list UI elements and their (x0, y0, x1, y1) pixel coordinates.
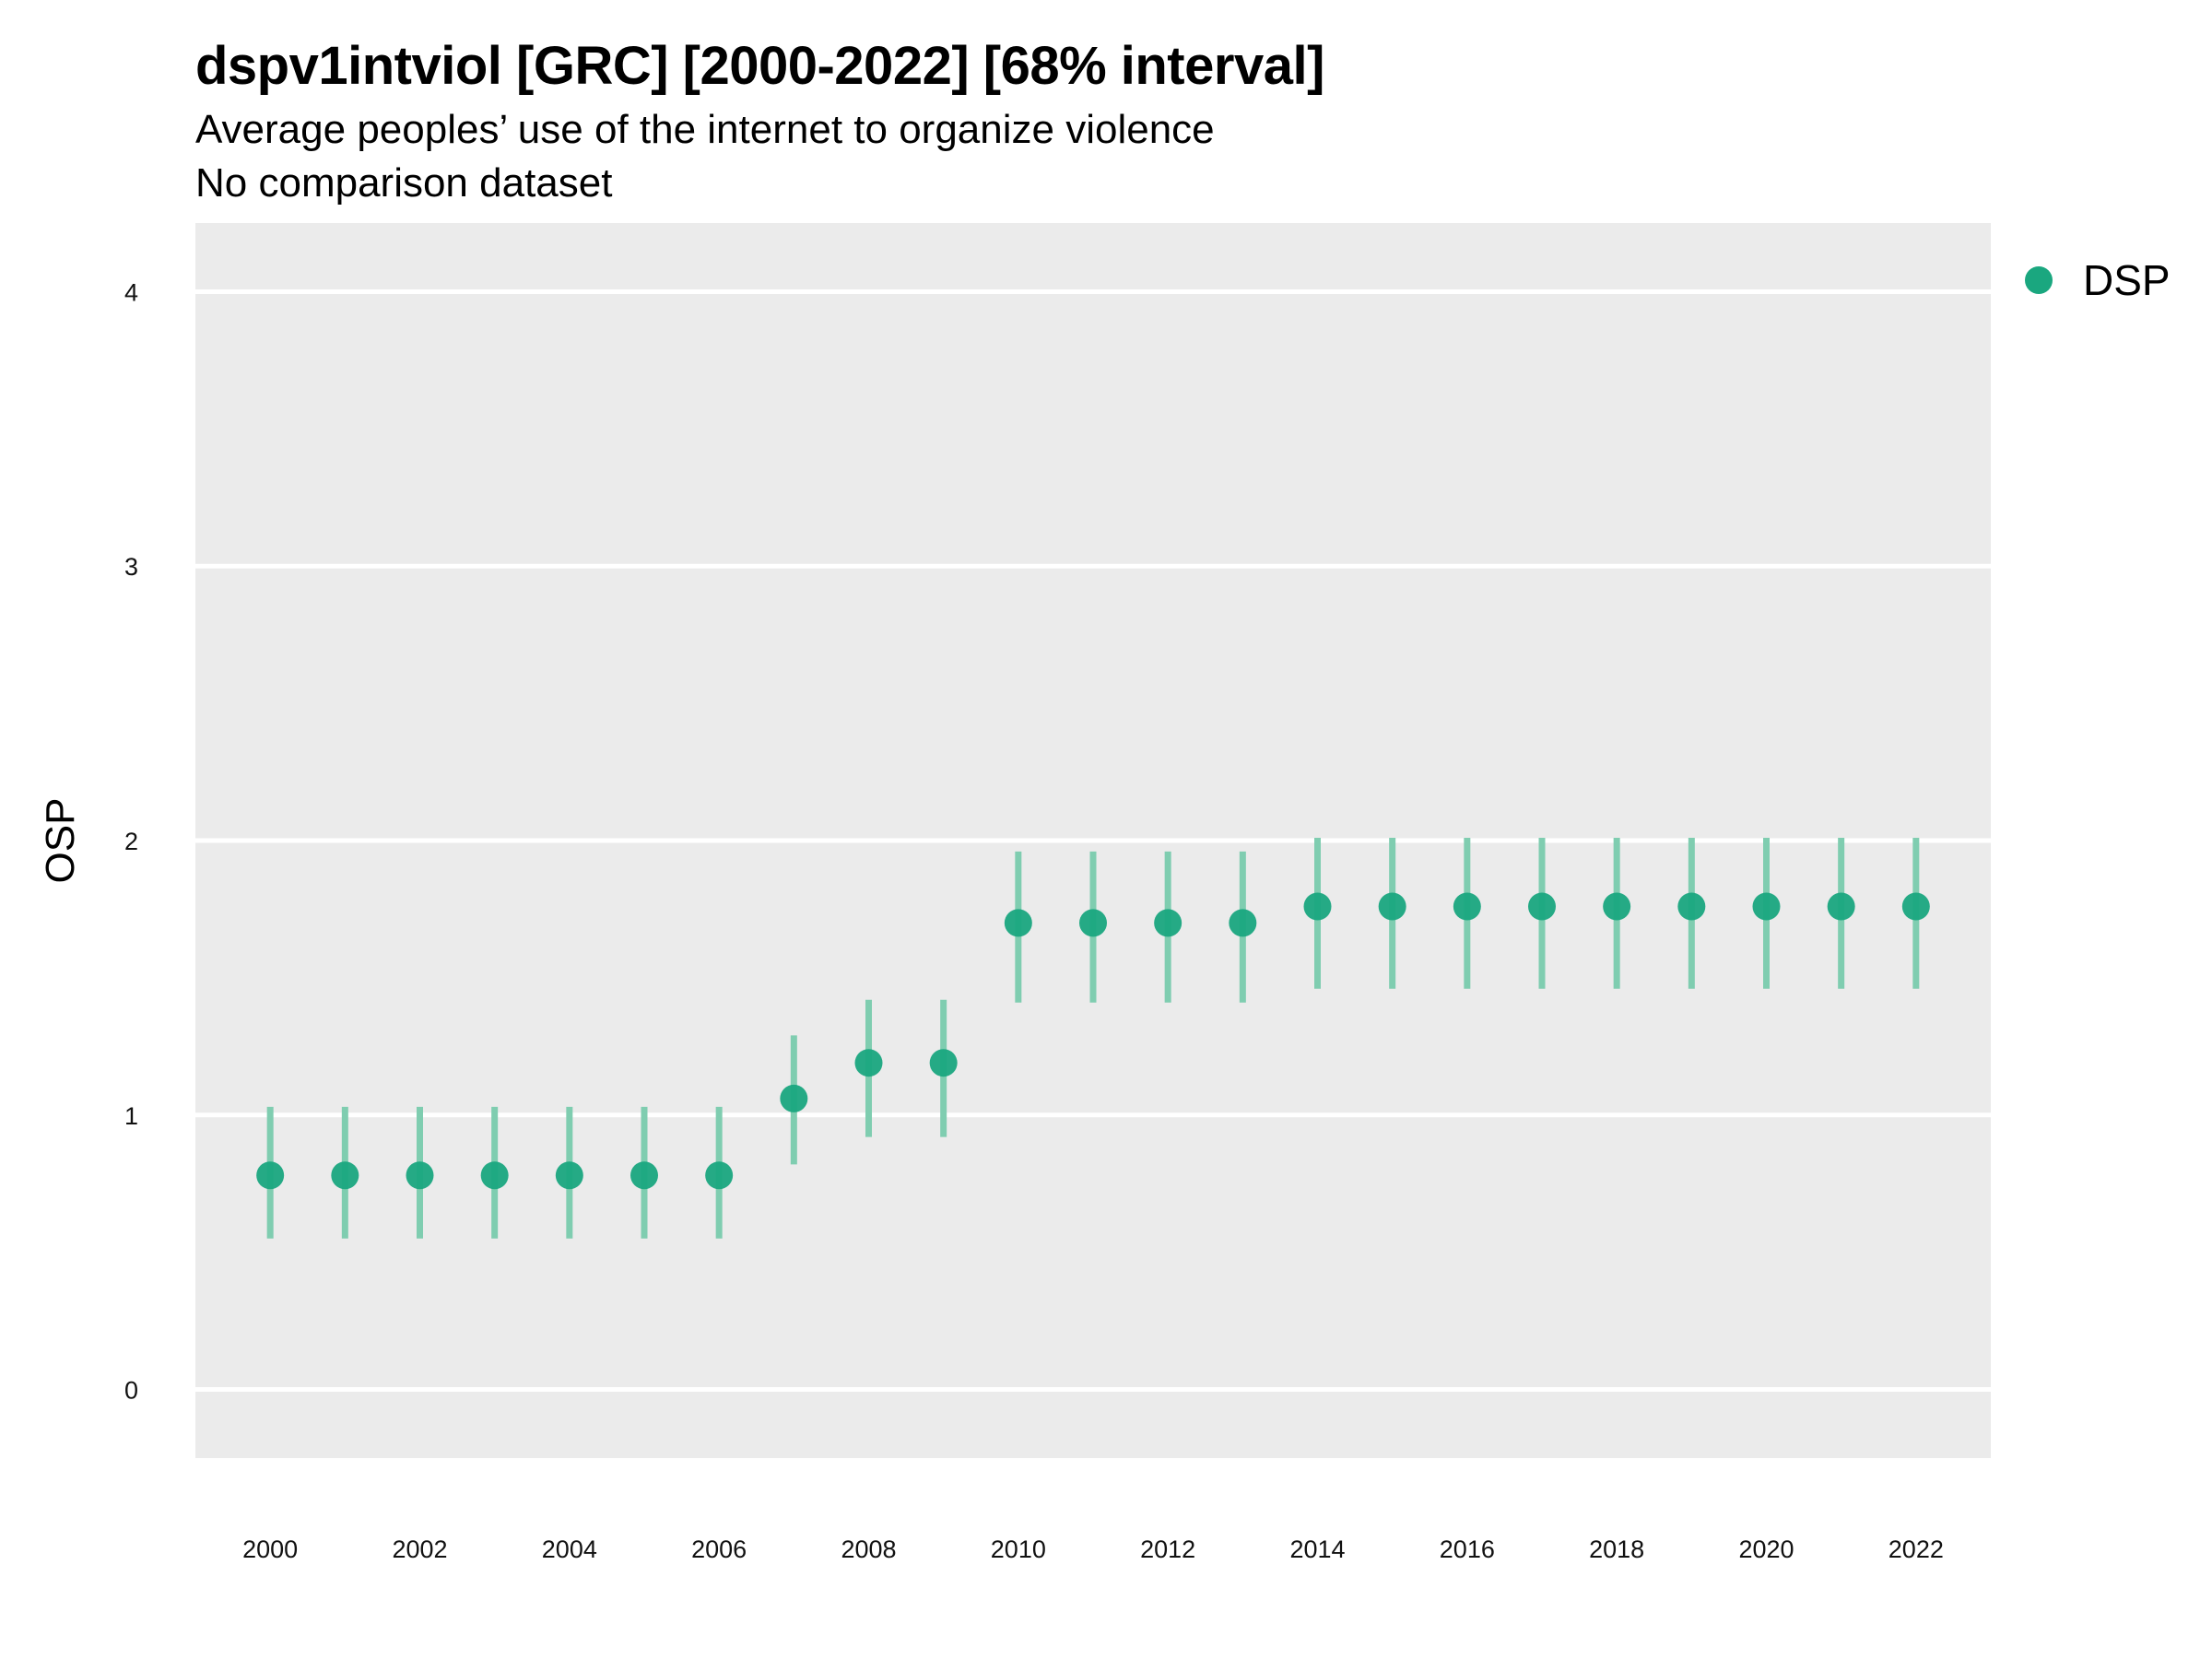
chart-subtitle: Average peoples’ use of the internet to … (195, 107, 1215, 152)
x-tick-label: 2000 (242, 1535, 298, 1563)
y-tick-label: 0 (124, 1377, 138, 1405)
data-point[interactable] (1603, 892, 1631, 921)
data-point[interactable] (1528, 892, 1556, 921)
y-tick-label: 4 (124, 278, 138, 306)
y-tick-label: 1 (124, 1102, 138, 1130)
data-point[interactable] (406, 1161, 434, 1190)
x-tick-label: 2008 (841, 1535, 896, 1563)
x-tick-label: 2022 (1888, 1535, 1944, 1563)
x-tick-label: 2004 (542, 1535, 597, 1563)
data-point[interactable] (780, 1084, 808, 1112)
data-points (256, 892, 1930, 1190)
data-point[interactable] (1154, 909, 1182, 937)
data-point[interactable] (1752, 892, 1781, 921)
x-axis-ticks: 2000 2002 2004 2006 2008 2010 2012 2014 2016 2018… (242, 1535, 1944, 1563)
data-point[interactable] (331, 1161, 359, 1190)
data-point[interactable] (1004, 909, 1032, 937)
data-point[interactable] (630, 1161, 658, 1190)
data-point[interactable] (1677, 892, 1706, 921)
x-tick-label: 2018 (1589, 1535, 1644, 1563)
y-axis-title: OSP (38, 798, 83, 884)
data-point[interactable] (854, 1049, 883, 1077)
chart-caption: No comparison dataset (195, 160, 613, 206)
data-point[interactable] (1827, 892, 1855, 921)
x-tick-label: 2002 (392, 1535, 447, 1563)
x-tick-label: 2014 (1289, 1535, 1345, 1563)
x-tick-label: 2010 (991, 1535, 1046, 1563)
data-point[interactable] (1901, 892, 1930, 921)
x-tick-label: 2006 (691, 1535, 747, 1563)
legend-label-dsp: DSP (2083, 256, 2171, 304)
x-tick-label: 2012 (1140, 1535, 1195, 1563)
y-tick-label: 2 (124, 828, 138, 855)
data-point[interactable] (705, 1161, 734, 1190)
legend[interactable]: DSP (2025, 256, 2171, 304)
data-point[interactable] (929, 1049, 958, 1077)
y-axis-ticks: 0 1 2 3 4 (124, 278, 138, 1404)
data-point[interactable] (480, 1161, 509, 1190)
x-tick-label: 2020 (1738, 1535, 1794, 1563)
data-point[interactable] (1229, 909, 1257, 937)
data-point[interactable] (256, 1161, 285, 1190)
chart-title: dspv1intviol [GRC] [2000-2022] [68% inte… (195, 36, 1324, 96)
x-tick-label: 2016 (1440, 1535, 1495, 1563)
legend-key-dsp (2025, 266, 2053, 294)
data-point[interactable] (555, 1161, 583, 1190)
data-point[interactable] (1453, 892, 1481, 921)
data-point[interactable] (1303, 892, 1332, 921)
data-point[interactable] (1378, 892, 1406, 921)
y-tick-label: 3 (124, 553, 138, 581)
data-point[interactable] (1079, 909, 1107, 937)
